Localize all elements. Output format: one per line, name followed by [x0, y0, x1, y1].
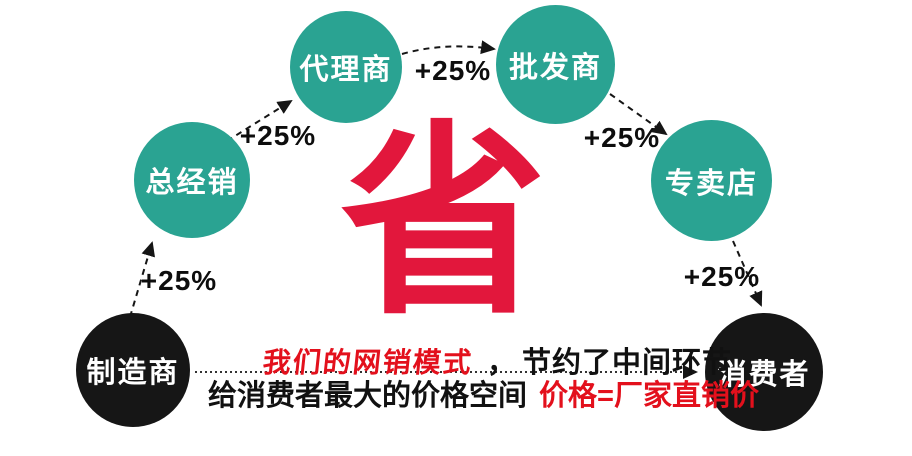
node-manufacturer: 制造商: [76, 313, 190, 427]
node-agent: 代理商: [290, 11, 402, 123]
caption-price-space-text: 给消费者最大的价格空间: [208, 380, 528, 412]
caption-line-2: 给消费者最大的价格空间 价格=厂家直销价: [208, 372, 759, 414]
markup-label-4: +25%: [583, 122, 661, 153]
node-general-distributor: 总经销: [134, 122, 250, 238]
caption-comma: ，: [487, 347, 517, 379]
caption-middle-links-text: 节约了中间环节: [522, 347, 733, 379]
markup-label-3: +25%: [414, 55, 492, 86]
arrow-agent-to-wholesaler: [401, 40, 496, 55]
node-agent-label: 代理商: [299, 54, 393, 86]
caption-line-1: 我们的网销模式 ， 节约了中间环节: [261, 339, 733, 381]
save-character: 省: [340, 108, 547, 338]
node-specialty-store-label: 专卖店: [664, 167, 758, 200]
node-manufacturer-label: 制造商: [86, 357, 180, 389]
node-general-distributor-label: 总经销: [145, 167, 239, 199]
caption-factory-price-text: 价格=厂家直销价: [539, 380, 759, 412]
node-specialty-store: 专卖店: [651, 120, 772, 241]
node-wholesaler: 批发商: [496, 5, 615, 124]
node-wholesaler-label: 批发商: [508, 51, 602, 84]
markup-label-2: +25%: [239, 120, 317, 151]
node-consumer: 消费者: [705, 313, 823, 431]
markup-label-1: +25%: [140, 265, 218, 296]
node-consumer-label: 消费者: [717, 359, 811, 391]
markup-label-5: +25%: [683, 261, 761, 292]
